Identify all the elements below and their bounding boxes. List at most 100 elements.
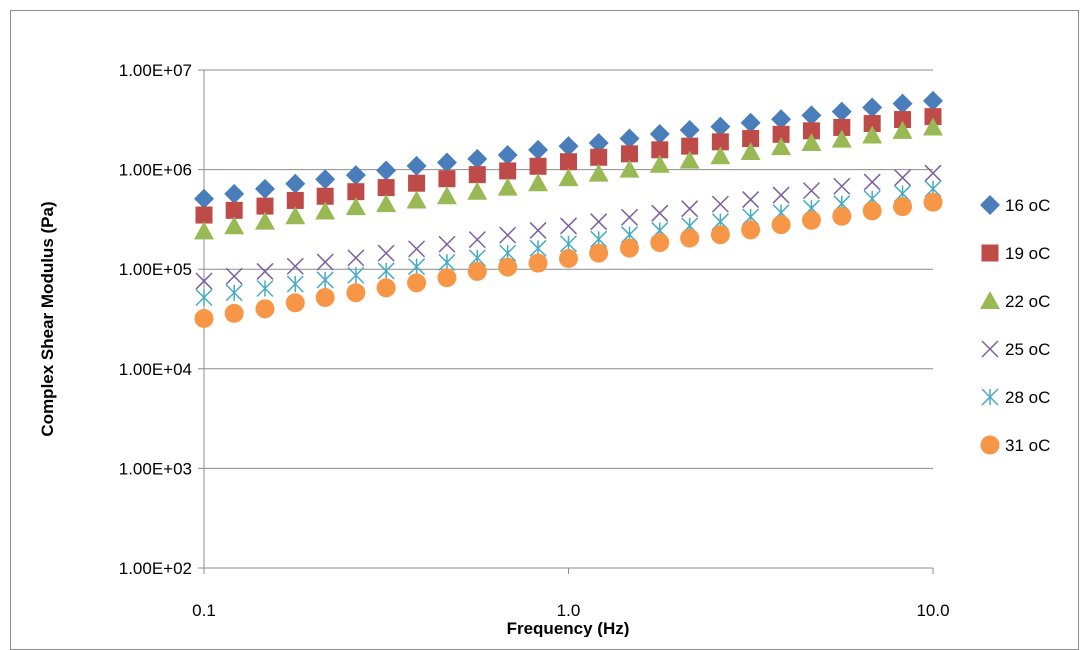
data-point bbox=[894, 169, 912, 187]
data-point bbox=[345, 197, 366, 216]
legend-marker bbox=[981, 388, 999, 406]
data-point bbox=[194, 188, 214, 209]
x-axis-title: Frequency (Hz) bbox=[507, 619, 630, 637]
data-point bbox=[923, 117, 943, 136]
data-point bbox=[620, 145, 638, 163]
legend-label: 25 oC bbox=[1005, 340, 1050, 359]
data-point bbox=[863, 173, 881, 191]
data-point bbox=[924, 164, 942, 182]
data-point bbox=[892, 93, 913, 114]
data-point bbox=[588, 132, 609, 153]
data-point bbox=[376, 278, 396, 298]
data-point bbox=[711, 133, 729, 151]
data-point bbox=[528, 173, 549, 192]
data-point bbox=[255, 299, 275, 319]
data-point bbox=[315, 287, 335, 307]
x-tick-label: 10.0 bbox=[916, 601, 949, 620]
data-point bbox=[560, 153, 577, 171]
data-point bbox=[408, 240, 426, 258]
data-point bbox=[497, 177, 518, 196]
legend-label: 28 oC bbox=[1005, 388, 1050, 407]
data-point bbox=[862, 125, 883, 144]
data-point bbox=[436, 152, 457, 173]
data-point bbox=[468, 166, 486, 184]
data-point bbox=[923, 192, 943, 212]
legend-marker bbox=[981, 244, 999, 262]
data-point bbox=[408, 174, 426, 192]
data-point bbox=[619, 238, 639, 258]
data-point bbox=[681, 200, 699, 218]
data-point bbox=[285, 206, 306, 225]
data-point bbox=[742, 130, 760, 148]
legend-marker bbox=[980, 435, 1000, 455]
data-point bbox=[801, 210, 821, 230]
data-point bbox=[347, 183, 365, 201]
legend-label: 16 oC bbox=[1005, 196, 1050, 215]
data-point bbox=[468, 231, 486, 249]
data-point bbox=[467, 261, 487, 281]
plot-markers bbox=[194, 90, 943, 328]
data-point bbox=[923, 90, 943, 111]
data-point bbox=[710, 146, 731, 165]
data-point bbox=[347, 266, 365, 284]
data-point bbox=[679, 119, 700, 140]
data-point bbox=[742, 191, 760, 209]
data-point bbox=[406, 190, 427, 209]
data-point bbox=[528, 253, 548, 273]
data-point bbox=[286, 257, 304, 275]
data-point bbox=[345, 165, 366, 186]
data-point bbox=[831, 129, 852, 148]
y-tick-label: 1.00E+05 bbox=[119, 260, 192, 279]
y-tick-label: 1.00E+07 bbox=[119, 61, 192, 80]
series-4 bbox=[195, 164, 942, 290]
data-point bbox=[195, 288, 213, 307]
data-point bbox=[377, 244, 395, 262]
data-point bbox=[559, 249, 578, 269]
data-point bbox=[347, 249, 365, 267]
data-point bbox=[225, 284, 243, 302]
y-tick-label: 1.00E+04 bbox=[119, 360, 192, 379]
series-1 bbox=[194, 90, 943, 209]
data-point bbox=[649, 123, 670, 144]
data-point bbox=[710, 116, 731, 137]
data-point bbox=[438, 235, 456, 253]
data-point bbox=[286, 275, 304, 293]
data-point bbox=[316, 187, 334, 205]
data-point bbox=[833, 118, 851, 136]
x-tick-label: 1.0 bbox=[557, 601, 581, 620]
data-point bbox=[651, 204, 669, 222]
data-point bbox=[377, 262, 395, 280]
data-point bbox=[528, 139, 549, 160]
legend-marker bbox=[980, 291, 1000, 309]
data-point bbox=[377, 179, 395, 197]
data-point bbox=[225, 267, 243, 285]
data-point bbox=[315, 169, 336, 190]
data-point bbox=[256, 279, 274, 298]
data-point bbox=[194, 221, 214, 240]
legend-label: 22 oC bbox=[1005, 292, 1050, 311]
data-point bbox=[558, 168, 579, 187]
data-point bbox=[316, 253, 334, 271]
x-tick-label: 0.1 bbox=[192, 601, 216, 620]
legend-item: 19 oC bbox=[981, 244, 1050, 263]
data-point bbox=[924, 108, 942, 126]
data-point bbox=[438, 170, 456, 188]
data-point bbox=[893, 197, 913, 217]
data-point bbox=[285, 173, 306, 194]
data-point bbox=[315, 201, 336, 220]
data-point bbox=[710, 225, 730, 245]
series-2 bbox=[195, 108, 942, 224]
data-point bbox=[529, 221, 547, 239]
data-point bbox=[194, 308, 214, 328]
data-point bbox=[437, 268, 457, 288]
data-point bbox=[649, 154, 670, 173]
data-point bbox=[681, 137, 699, 155]
data-point bbox=[346, 283, 366, 303]
data-point bbox=[256, 262, 274, 280]
data-point bbox=[619, 128, 640, 149]
axes: 1.00E+02 1.00E+03 1.00E+04 1.00E+05 1.00E+06… bbox=[119, 61, 950, 620]
legend-item: 31 oC bbox=[980, 435, 1050, 455]
data-point bbox=[254, 178, 275, 199]
data-point bbox=[376, 160, 397, 181]
